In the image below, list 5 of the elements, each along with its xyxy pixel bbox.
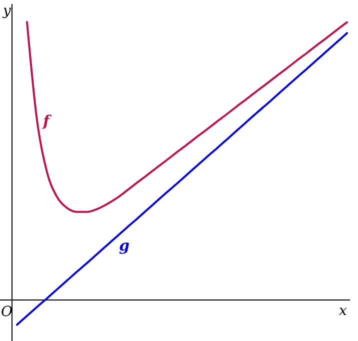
series-label: f [42, 112, 52, 130]
series-label: g [119, 236, 130, 254]
x-axis-title: x [339, 303, 348, 319]
y-axis-title: y [2, 3, 12, 19]
annotation: O [1, 304, 13, 320]
